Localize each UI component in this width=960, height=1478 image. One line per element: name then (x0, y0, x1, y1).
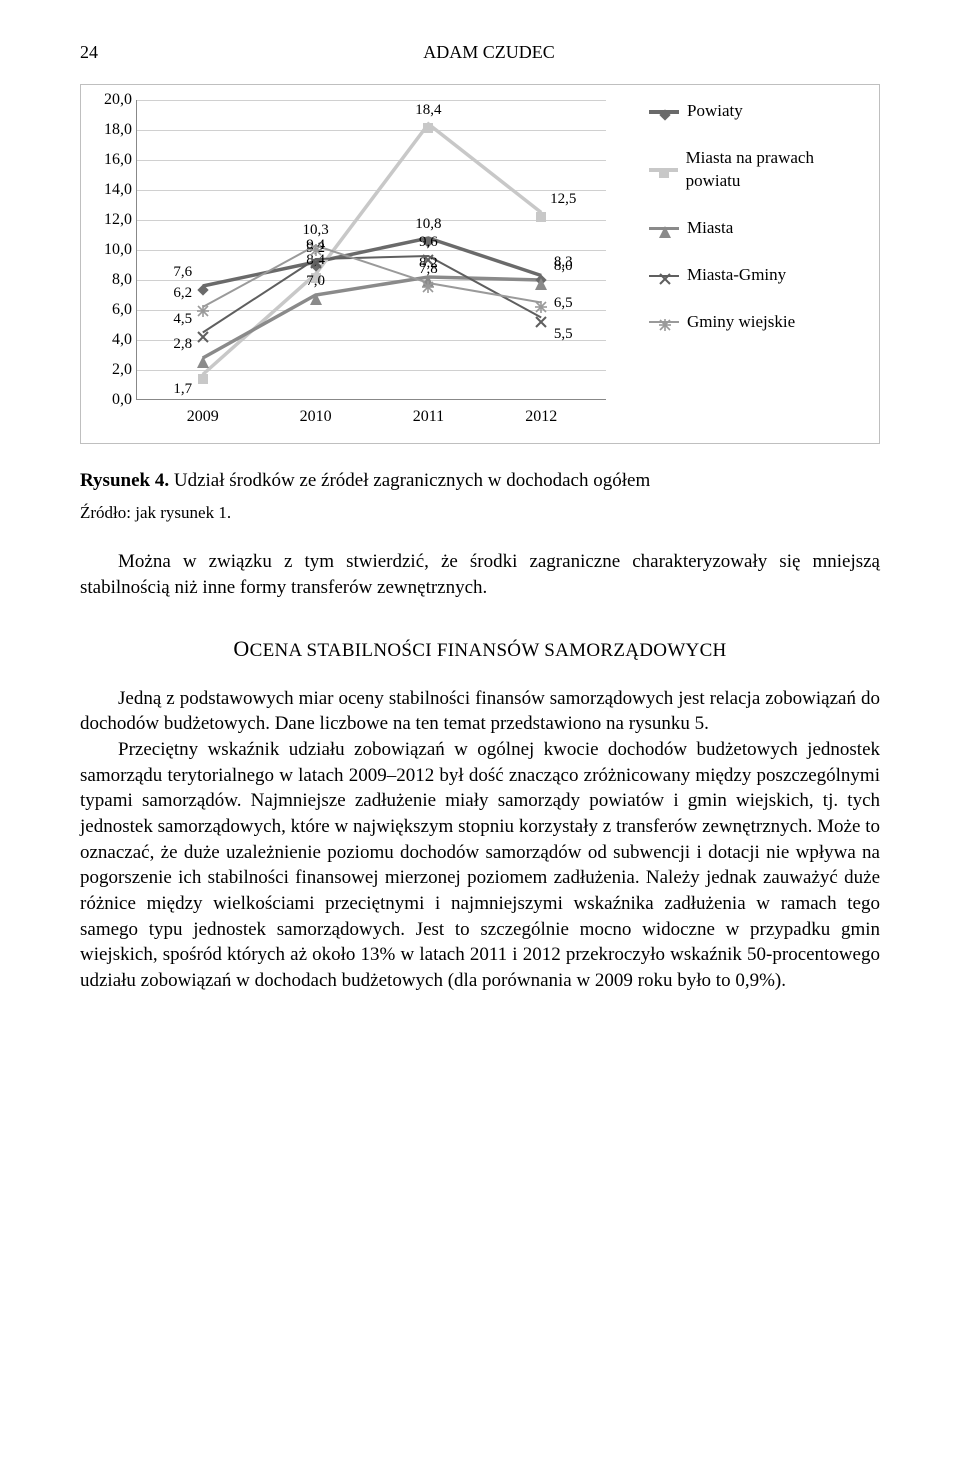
chart-plot-area: 0,02,04,06,08,010,012,014,016,018,020,02… (136, 100, 606, 400)
x-axis-tick: 2011 (413, 406, 444, 428)
legend-label: Powiaty (687, 100, 743, 123)
legend-item-miasta: Miasta (649, 217, 864, 240)
page-header: 24 ADAM CZUDEC (80, 40, 880, 64)
y-axis-tick: 4,0 (92, 330, 132, 352)
paragraph-2: Jedną z podstawowych miar oceny stabilno… (80, 686, 880, 737)
chart-data-label: 2,8 (173, 334, 192, 354)
chart-marker-gminy_wiejskie (309, 239, 323, 253)
y-axis-tick: 8,0 (92, 270, 132, 292)
chart-data-label: 7,0 (306, 271, 325, 291)
author-name: ADAM CZUDEC (80, 40, 880, 64)
x-axis-tick: 2009 (187, 406, 219, 428)
legend-label: Miasta (687, 217, 733, 240)
y-axis-tick: 10,0 (92, 240, 132, 262)
chart-data-label: 6,5 (554, 293, 573, 313)
figure-caption: Rysunek 4. Udział środków ze źródeł zagr… (80, 468, 880, 494)
x-axis-tick: 2010 (300, 406, 332, 428)
legend-item-powiaty: Powiaty (649, 100, 864, 123)
paragraph-3: Przeciętny wskaźnik udziału zobowiązań w… (80, 737, 880, 993)
chart-marker-miasta (534, 273, 548, 287)
y-axis-tick: 14,0 (92, 180, 132, 202)
chart-marker-gminy_wiejskie (534, 296, 548, 310)
section-heading: OOCENA STABILNOŚCI FINANSÓW SAMORZĄDOWYC… (80, 634, 880, 664)
chart-data-label: 5,5 (554, 324, 573, 344)
x-axis-tick: 2012 (525, 406, 557, 428)
chart-marker-miasta (196, 351, 210, 365)
y-axis-tick: 20,0 (92, 90, 132, 112)
y-axis-tick: 16,0 (92, 150, 132, 172)
chart-data-label: 6,2 (173, 283, 192, 303)
legend-label: Miasta na prawach powiatu (686, 147, 864, 193)
paragraph-1: Można w związku z tym stwierdzić, że śro… (80, 549, 880, 600)
y-axis-tick: 18,0 (92, 120, 132, 142)
page-number: 24 (80, 40, 98, 64)
chart-marker-miasta_prawa (534, 206, 548, 220)
legend-label: Miasta-Gminy (687, 264, 786, 287)
y-axis-tick: 12,0 (92, 210, 132, 232)
figure-source: Źródło: jak rysunek 1. (80, 502, 880, 525)
chart-data-label: 7,6 (173, 262, 192, 282)
legend-item-gminy_wiejskie: Gminy wiejskie (649, 311, 864, 334)
chart-data-label: 9,6 (419, 232, 438, 252)
y-axis-tick: 0,0 (92, 390, 132, 412)
caption-prefix: Rysunek 4. (80, 470, 169, 491)
legend-label: Gminy wiejskie (687, 311, 795, 334)
chart-data-label: 18,4 (415, 100, 441, 120)
chart-data-label: 7,8 (419, 259, 438, 279)
chart-marker-miasta_gminy (196, 326, 210, 340)
chart-marker-gminy_wiejskie (196, 300, 210, 314)
chart-marker-powiaty (196, 279, 210, 293)
legend-item-miasta_prawa: Miasta na prawach powiatu (649, 147, 864, 193)
chart-data-label: 10,3 (302, 220, 328, 240)
legend-item-miasta_gminy: Miasta-Gminy (649, 264, 864, 287)
chart-data-label: 8,0 (554, 256, 573, 276)
chart-legend: Powiaty Miasta na prawach powiatu Miasta Mi… (649, 100, 864, 358)
y-axis-tick: 2,0 (92, 360, 132, 382)
caption-text: Udział środków ze źródeł zagranicznych w… (169, 470, 650, 491)
chart-data-label: 1,7 (173, 379, 192, 399)
chart-data-label: 12,5 (550, 189, 576, 209)
y-axis-tick: 6,0 (92, 300, 132, 322)
chart-marker-miasta_prawa (196, 368, 210, 382)
figure-4-chart: 0,0 2,0 4,0 6,0 8,0 10,0 12,0 14,0 16,0 18,0 20,0 2… (80, 84, 880, 444)
chart-data-label: 4,5 (173, 309, 192, 329)
